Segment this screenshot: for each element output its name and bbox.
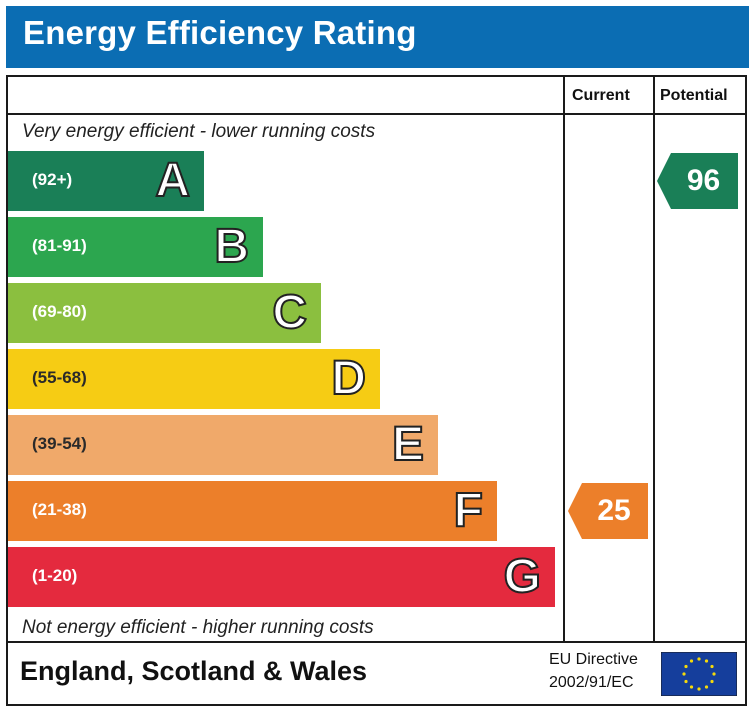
potential-rating-arrow-shape [657,153,738,209]
eu-star [684,679,688,684]
band-letter: A [154,153,191,208]
page-title: Energy Efficiency Rating [23,14,417,51]
band-letter: E [391,417,425,472]
current-rating-arrow: 25 [568,483,648,539]
eu-star [704,659,709,663]
band-letter: G [503,549,542,604]
band-d: (55-68) D [8,349,380,409]
eu-star [689,685,694,689]
band-range-label: (81-91) [32,236,87,255]
eu-directive-number: 2002/91/EC [549,674,634,691]
rating-table [6,75,747,706]
column-header-potential: Potential [660,87,728,104]
eu-star [682,672,686,676]
potential-rating-arrow-value: 96 [686,164,721,197]
eu-star [689,659,694,663]
band-range-label: (55-68) [32,368,87,387]
eu-star [710,679,714,684]
current-rating-arrow-shape [568,483,648,539]
band-g: (1-20) G [8,547,555,607]
eu-flag-icon [661,652,737,696]
band-b: (81-91) B [8,217,263,277]
eu-directive-label: EU Directive [549,651,638,668]
band-range-label: (39-54) [32,434,87,453]
eu-star [697,657,701,661]
eu-star [684,664,688,669]
caption-bottom: Not energy efficient - higher running co… [22,617,374,638]
band-letter: F [453,483,484,538]
band-f: (21-38) F [8,481,497,541]
band-letter: D [330,351,367,406]
band-range-label: (69-80) [32,302,87,321]
potential-rating-arrow: 96 [657,153,738,209]
eu-star [704,685,709,689]
title-bar: Energy Efficiency Rating [6,6,749,68]
band-e: (39-54) E [8,415,438,475]
divider-footer [8,641,745,643]
divider-potential-left [653,77,655,642]
divider-header [8,113,745,115]
band-letter: B [213,219,250,274]
eu-star [697,687,701,691]
eu-star [712,672,716,676]
footer-region: England, Scotland & Wales [20,656,368,686]
band-c: (69-80) C [8,283,321,343]
band-range-label: (1-20) [32,566,78,585]
divider-current-left [563,77,565,642]
column-header-current: Current [572,87,630,104]
band-letter: C [271,285,308,340]
current-rating-arrow-value: 25 [597,494,631,527]
band-range-label: (92+) [32,170,73,189]
eu-star [710,664,714,669]
band-range-label: (21-38) [32,500,87,519]
band-a: (92+) A [8,151,204,211]
caption-top: Very energy efficient - lower running co… [22,121,376,142]
